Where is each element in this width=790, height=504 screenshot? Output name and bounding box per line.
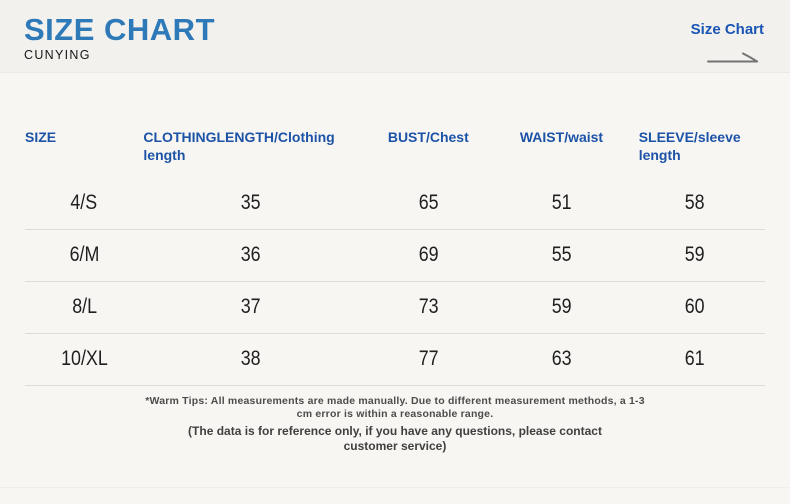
footer-notes: *Warm Tips: All measurements are made ma… (25, 395, 765, 455)
title-block: SIZE CHART CUNYING (24, 12, 215, 63)
arrow-right-icon (707, 52, 758, 63)
sleeve-value: 60 (684, 295, 705, 318)
sleeve-value: 58 (684, 190, 705, 214)
table-row: 6/M 36 69 55 59 (25, 229, 765, 282)
sleeve-value: 61 (684, 347, 705, 370)
cell-bust: 65 (357, 177, 499, 230)
waist-value: 55 (551, 243, 572, 266)
brand-name: CUNYING (24, 48, 91, 63)
size-value: 8/L (71, 295, 97, 318)
cell-bust: 73 (357, 281, 499, 334)
cell-clothing-length: 36 (143, 229, 358, 282)
bottom-seam-divider (0, 487, 790, 488)
column-header-size: SIZE (25, 129, 57, 145)
bust-value: 65 (418, 190, 439, 214)
cell-sleeve: 61 (624, 333, 765, 386)
table-header-row: SIZE CLOTHINGLENGTH/Clothing length BUST… (25, 129, 765, 177)
size-chart-section: SIZE CLOTHINGLENGTH/Clothing length BUST… (0, 129, 790, 454)
size-value: 10/XL (60, 347, 108, 370)
cell-size: 10/XL (25, 333, 144, 386)
bust-value: 77 (418, 347, 439, 370)
waist-value: 59 (551, 295, 572, 318)
column-header-clothing-length: CLOTHINGLENGTH/Clothing length (143, 129, 358, 177)
size-value: 4/S (70, 190, 98, 214)
column-header-sleeve-label: SLEEVE/sleeve length (638, 129, 741, 163)
cell-clothing-length: 38 (143, 333, 358, 386)
table-row: 8/L 37 73 59 60 (25, 281, 765, 334)
column-header-bust: BUST/Chest (387, 129, 469, 145)
size-chart-table: SIZE CLOTHINGLENGTH/Clothing length BUST… (25, 129, 765, 386)
bust-value: 69 (418, 243, 439, 266)
clothing-length-value: 35 (240, 190, 261, 214)
clothing-length-value: 37 (240, 295, 261, 318)
cell-waist: 51 (498, 177, 625, 230)
size-value: 6/M (69, 243, 100, 266)
warm-tips-text: *Warm Tips: All measurements are made ma… (145, 394, 645, 421)
cell-bust: 69 (357, 229, 499, 282)
clothing-length-value: 38 (240, 347, 261, 370)
page-header: SIZE CHART CUNYING Size Chart (0, 0, 790, 73)
reference-note-text: (The data is for reference only, if you … (188, 424, 602, 454)
sleeve-value: 59 (684, 243, 705, 266)
waist-value: 63 (551, 347, 572, 370)
cell-sleeve: 60 (624, 281, 765, 334)
table-row: 10/XL 38 77 63 61 (25, 333, 765, 386)
size-chart-link[interactable]: Size Chart (691, 13, 764, 64)
cell-waist: 55 (498, 229, 625, 282)
cell-clothing-length: 37 (143, 281, 358, 334)
cell-clothing-length: 35 (143, 177, 358, 230)
page-title: SIZE CHART (24, 12, 215, 47)
cell-waist: 59 (498, 281, 625, 334)
cell-size: 8/L (25, 281, 144, 334)
clothing-length-value: 36 (240, 243, 261, 266)
cell-size: 4/S (25, 177, 144, 230)
cell-bust: 77 (357, 333, 499, 386)
size-chart-link-label[interactable]: Size Chart (690, 21, 764, 38)
column-header-sleeve: SLEEVE/sleeve length (624, 129, 765, 177)
column-header-waist: WAIST/waist (519, 129, 604, 145)
waist-value: 51 (551, 190, 572, 214)
cell-sleeve: 58 (624, 177, 765, 230)
bust-value: 73 (418, 295, 439, 318)
cell-waist: 63 (498, 333, 625, 386)
column-header-clothing-length-label: CLOTHINGLENGTH/Clothing length (143, 129, 335, 163)
cell-size: 6/M (25, 229, 144, 282)
table-row: 4/S 35 65 51 58 (25, 177, 765, 230)
cell-sleeve: 59 (624, 229, 765, 282)
